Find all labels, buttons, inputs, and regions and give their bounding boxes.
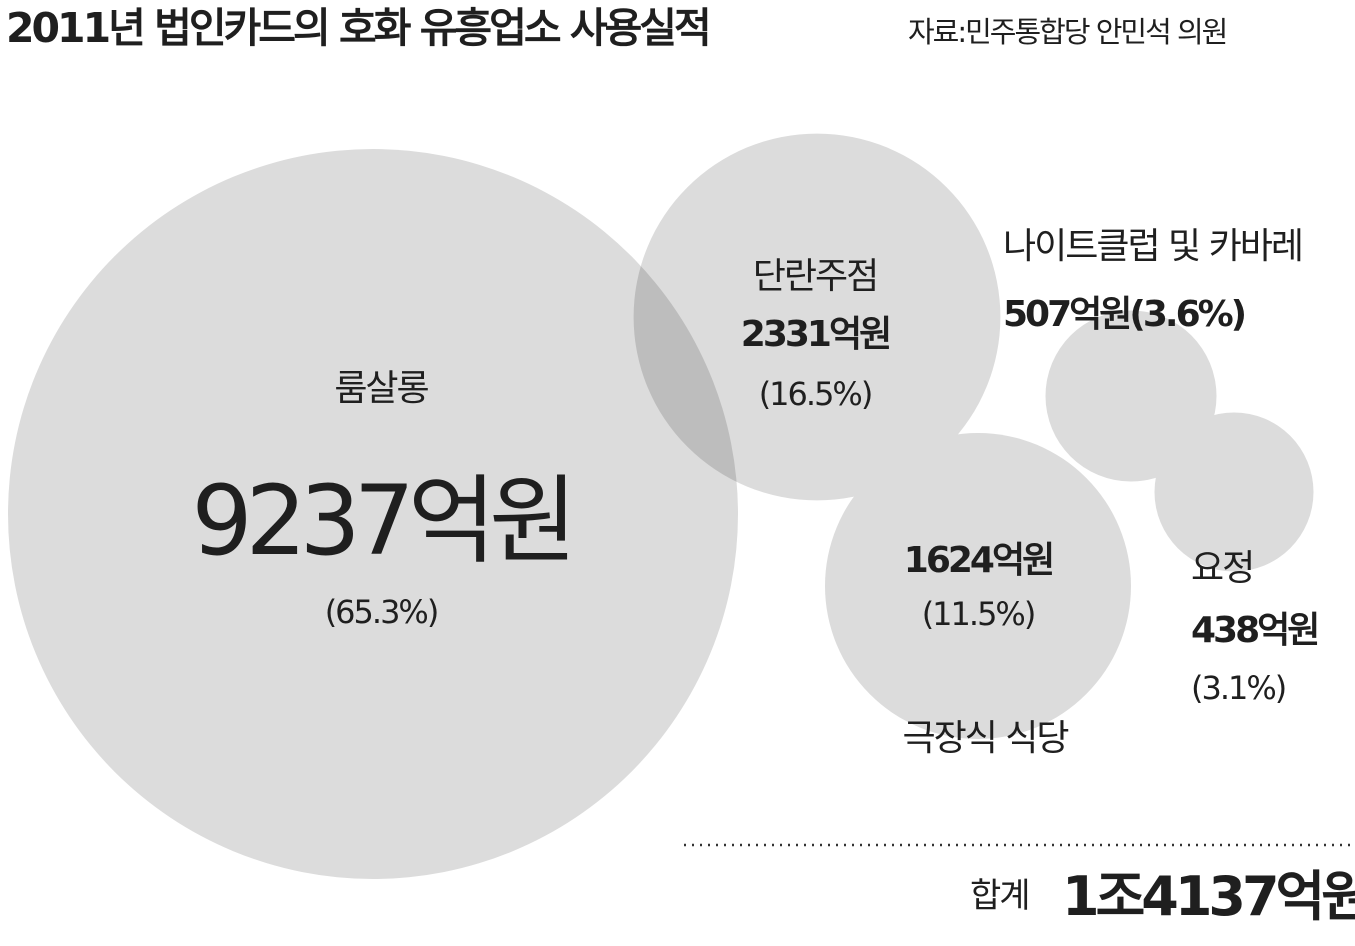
total-label: 합계 <box>970 876 1031 916</box>
total-value: 1조4137억원 <box>1062 865 1355 928</box>
label-theater-value: 1624억원 <box>903 540 1055 581</box>
label-danran-name: 단란주점 <box>752 256 879 297</box>
label-nightclub-value: 507억원(3.6%) <box>1003 294 1247 335</box>
label-nightclub-name: 나이트클럽 및 카바레 <box>1003 226 1304 267</box>
label-theater-percent: (11.5%) <box>921 595 1037 633</box>
label-room-salon-value: 9237억원 <box>191 465 578 577</box>
label-theater-name: 극장식 식당 <box>902 718 1069 759</box>
bubble-nightclub <box>1045 310 1217 482</box>
chart-title: 2011년 법인카드의 호화 유흥업소 사용실적 <box>6 4 712 52</box>
bubble-danran-bar <box>633 133 1001 501</box>
label-yojeong-value: 438억원 <box>1191 610 1320 651</box>
bubble-yojeong <box>1154 412 1314 572</box>
label-room-salon-percent: (65.3%) <box>324 593 440 631</box>
source-note: 자료:민주통합당 안민석 의원 <box>908 15 1228 49</box>
bubble-theater-restaurant <box>825 433 1131 739</box>
label-yojeong-percent: (3.1%) <box>1191 669 1287 707</box>
bubble-room-salon <box>8 149 738 879</box>
label-yojeong-name: 요정 <box>1191 548 1255 589</box>
label-danran-value: 2331억원 <box>740 314 892 355</box>
label-room-salon-name: 룸살롱 <box>334 368 429 409</box>
label-danran-percent: (16.5%) <box>758 375 874 413</box>
